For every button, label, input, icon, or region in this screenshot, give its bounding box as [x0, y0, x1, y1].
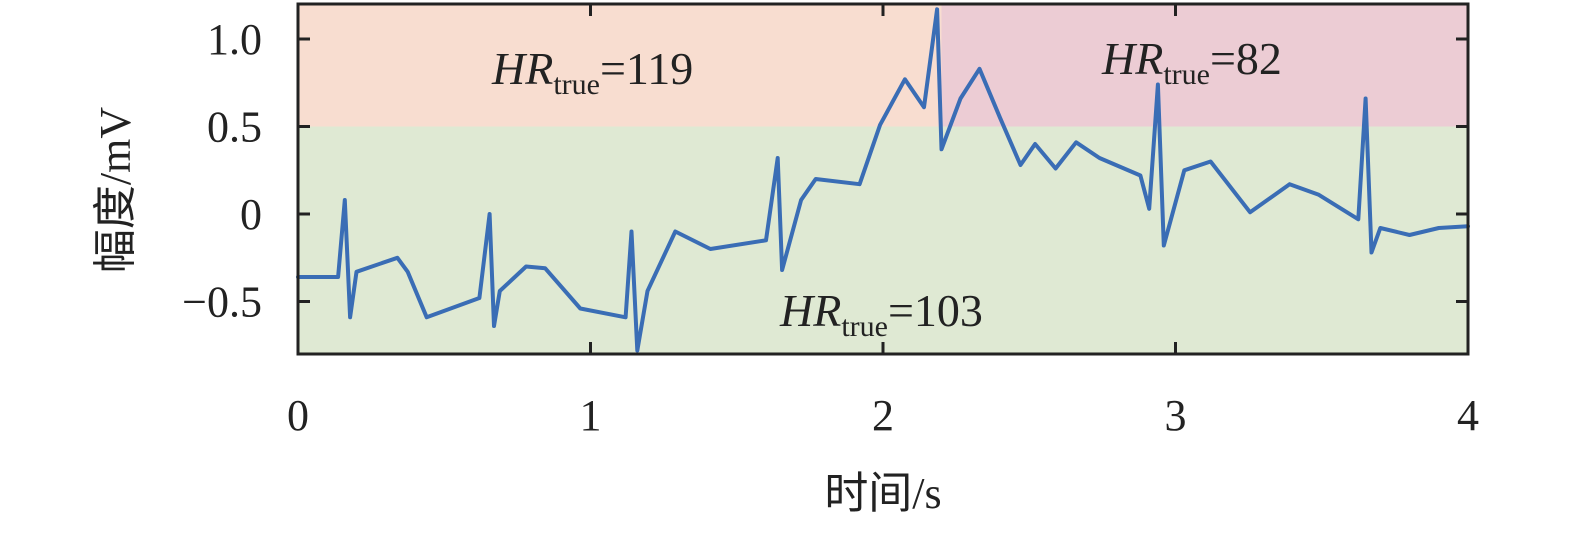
x-axis-label: 时间/s — [824, 469, 941, 518]
hr-subscript: true — [553, 68, 600, 101]
hr-value: =119 — [600, 43, 693, 94]
x-tick-label: 1 — [580, 391, 602, 440]
hr-value: =82 — [1210, 33, 1282, 84]
y-axis-label: 幅度/mV — [91, 107, 140, 273]
hr-symbol: HR — [491, 43, 553, 94]
y-tick-label: 0.5 — [207, 103, 262, 152]
regions — [298, 4, 1468, 354]
x-tick-label: 0 — [287, 391, 309, 440]
region — [298, 4, 942, 127]
x-tick-label: 4 — [1457, 391, 1479, 440]
y-tick-label: 0 — [240, 190, 262, 239]
ecg-line — [296, 7, 1470, 353]
hr-symbol: HR — [779, 285, 841, 336]
hr-annotation: HRtrue=82 — [1101, 33, 1282, 91]
hr-symbol: HR — [1101, 33, 1163, 84]
y-tick-label: −0.5 — [182, 278, 262, 327]
hr-value: =103 — [888, 285, 983, 336]
plot — [296, 7, 1470, 353]
y-tick-label: 1.0 — [207, 15, 262, 64]
region — [941, 4, 1468, 127]
hr-annotation: HRtrue=119 — [491, 43, 693, 101]
hr-subscript: true — [1163, 58, 1210, 91]
hr-subscript: true — [841, 310, 888, 343]
hr-annotation: HRtrue=103 — [779, 285, 983, 343]
x-tick-label: 3 — [1165, 391, 1187, 440]
x-tick-label: 2 — [872, 391, 894, 440]
